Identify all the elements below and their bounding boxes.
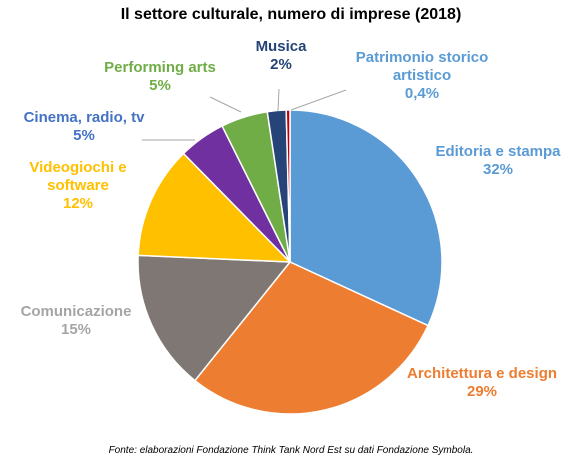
data-label: Architettura e design 29% xyxy=(407,365,557,400)
pie-slice xyxy=(289,109,443,327)
data-label: Videogiochi e software 12% xyxy=(29,159,126,212)
slice-category-label: Patrimonio storico xyxy=(356,49,489,66)
slice-value-label: 5% xyxy=(149,77,171,94)
slice-value-label: 0,4% xyxy=(405,85,439,102)
source-note: Fonte: elaborazioni Fondazione Think Tan… xyxy=(108,445,474,456)
slice-category-label: software xyxy=(47,177,109,194)
slice-value-label: 5% xyxy=(73,127,95,144)
pie-slice xyxy=(285,109,291,263)
slice-value-label: 12% xyxy=(63,195,93,212)
slice-value-label: 15% xyxy=(61,321,91,338)
slice-value-label: 2% xyxy=(270,56,292,73)
slice-category-label: Architettura e design xyxy=(407,365,557,382)
data-label: Comunicazione 15% xyxy=(21,303,132,338)
slice-value-label: 29% xyxy=(467,383,497,400)
pie-slice xyxy=(137,254,292,382)
leader-line xyxy=(290,89,347,111)
slice-category-label: Videogiochi e xyxy=(29,159,126,176)
leader-line xyxy=(209,96,242,113)
slice-category-label: Performing arts xyxy=(104,59,216,76)
leader-line xyxy=(277,88,280,112)
slice-category-label: Comunicazione xyxy=(21,303,132,320)
slice-category-label: Musica xyxy=(256,38,308,55)
slice-category-label: Cinema, radio, tv xyxy=(24,109,146,126)
pie-slice xyxy=(137,152,292,263)
data-label: Editoria e stampa 32% xyxy=(435,143,561,178)
data-label: Cinema, radio, tv 5% xyxy=(24,109,146,144)
chart-title: Il settore culturale, numero di imprese … xyxy=(120,6,462,23)
data-label: Patrimonio storico artistico 0,4% xyxy=(356,49,489,102)
data-label: Musica 2% xyxy=(256,38,308,73)
slice-value-label: 32% xyxy=(483,161,513,178)
data-label: Performing arts 5% xyxy=(104,59,216,94)
slice-category-label: Editoria e stampa xyxy=(435,143,561,160)
pie-slice xyxy=(193,261,430,415)
slice-category-label: artistico xyxy=(393,67,451,84)
